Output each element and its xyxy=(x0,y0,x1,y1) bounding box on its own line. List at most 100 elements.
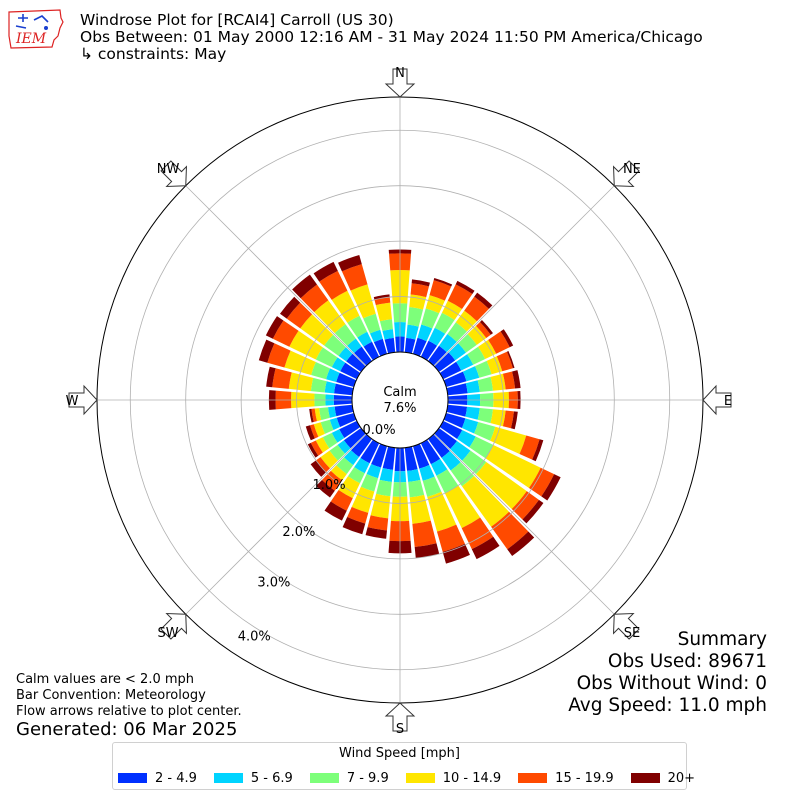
flow-arrow-icon xyxy=(702,384,732,416)
legend-swatch xyxy=(118,773,147,783)
rose-bar-N30-bin4 xyxy=(447,284,473,310)
rose-bar-SE-bin0 xyxy=(428,434,450,458)
rose-bar-W260-bin3 xyxy=(314,408,322,422)
rose-bar-S150-bin3 xyxy=(444,485,481,529)
rose-bar-S190-bin5 xyxy=(365,527,387,539)
rose-bar-N340-bin5 xyxy=(338,255,362,272)
legend-swatch xyxy=(309,773,339,783)
rose-bar-SE-bin5 xyxy=(507,531,535,557)
legend-item: 5 - 6.9 xyxy=(213,771,293,786)
rose-bar-S210-bin0 xyxy=(360,439,380,464)
calm-label: Calm xyxy=(383,385,416,400)
flow-arrow-icon xyxy=(384,68,416,98)
rose-bar-W290-bin1 xyxy=(326,368,340,383)
rose-bar-W310-bin1 xyxy=(338,347,353,362)
rose-bar-S150-bin4 xyxy=(461,517,494,550)
rose-bar-E80-bin5 xyxy=(512,370,521,389)
rose-bar-N330-bin3 xyxy=(331,290,360,323)
calm-note: Calm values are < 2.0 mph xyxy=(16,672,195,687)
rose-bar-S160-bin0 xyxy=(412,443,430,469)
rose-bar-N340-bin2 xyxy=(363,313,381,334)
rose-bar-S190-bin0 xyxy=(382,446,396,470)
rose-bar-S160-bin1 xyxy=(419,464,435,481)
radial-tick-label: 0.0% xyxy=(363,423,396,438)
rose-bar-N40-bin1 xyxy=(439,334,457,353)
legend-label: 5 - 6.9 xyxy=(250,771,293,786)
rose-bar-S170-bin5 xyxy=(414,543,440,559)
rose-bar-SW-bin4 xyxy=(316,457,330,473)
rose-bar-E120-bin5 xyxy=(541,474,561,501)
rose-bar-SE-bin4 xyxy=(491,511,529,550)
rose-bar-S200-bin5 xyxy=(342,517,366,535)
rose-bar-E110-bin4 xyxy=(519,435,540,460)
rose-bar-E70-bin3 xyxy=(486,356,503,375)
rose-bar-N30-bin5 xyxy=(455,280,475,294)
rose-bar-SW-bin5 xyxy=(310,460,326,477)
calm-circle xyxy=(351,351,449,449)
rose-bar-N330-bin2 xyxy=(347,315,368,338)
rose-bar-N40-bin0 xyxy=(428,345,447,366)
compass-label-SW: SW xyxy=(158,626,179,641)
rose-bar-N20-bin1 xyxy=(417,324,433,342)
flow-arrow-icon xyxy=(612,160,640,188)
legend-title: Wind Speed [mph] xyxy=(339,746,460,761)
rose-bar-E130-bin4 xyxy=(511,491,539,520)
flow-arrows-note: Flow arrows relative to plot center. xyxy=(16,704,242,719)
rose-bar-S220-bin5 xyxy=(316,479,335,498)
rose-bar-S170-bin1 xyxy=(407,469,421,482)
radial-tick-label: 4.0% xyxy=(238,629,271,644)
rose-bar-W300-bin3 xyxy=(289,330,323,360)
rose-bar-N350-bin0 xyxy=(384,337,396,354)
flow-arrow-icon xyxy=(384,702,416,732)
legend-item: 20+ xyxy=(630,771,695,786)
rose-bar-S190-bin2 xyxy=(376,479,392,497)
summary-avg-speed: Avg Speed: 11.0 mph xyxy=(568,695,767,716)
rose-bar-E60-bin5 xyxy=(500,329,514,348)
rose-bar-E60-bin2 xyxy=(467,346,486,365)
grid-spoke xyxy=(185,185,367,367)
map-symbol-icon xyxy=(15,14,49,29)
rose-bar-S190-bin1 xyxy=(379,468,394,482)
rose-bar-E120-bin4 xyxy=(528,467,555,497)
rose-bar-W260-bin4 xyxy=(311,408,317,422)
rose-bar-W310-bin2 xyxy=(324,334,346,356)
rose-bar-W300-bin0 xyxy=(340,362,361,380)
rose-bar-E70-bin0 xyxy=(443,371,467,388)
rose-bar-W250-bin5 xyxy=(305,425,315,441)
rose-bar-W260-bin1 xyxy=(327,406,337,418)
rose-bar-SE-bin1 xyxy=(441,451,461,471)
rose-bar-E60-bin4 xyxy=(488,331,510,354)
rose-bar-NW-bin3 xyxy=(314,300,346,334)
rose-bar-N30-bin0 xyxy=(420,340,438,361)
rose-bar-W310-bin4 xyxy=(286,302,313,329)
rose-bar-S150-bin0 xyxy=(420,439,441,465)
radial-tick-label: 2.0% xyxy=(282,525,315,540)
rose-bar-W300-bin5 xyxy=(265,316,284,339)
rose-bar-E60-bin0 xyxy=(439,361,462,380)
rose-bar-N20-bin2 xyxy=(421,308,440,329)
rose-bar-S200-bin3 xyxy=(351,486,375,513)
rose-bar-S160-bin3 xyxy=(427,491,457,532)
compass-label-NE: NE xyxy=(623,162,641,177)
rose-bar-S190-bin4 xyxy=(367,515,389,531)
rose-bar-E120-bin0 xyxy=(439,420,463,439)
compass-label-NW: NW xyxy=(157,162,180,177)
rose-bar-S210-bin2 xyxy=(347,467,365,484)
rose-bar-W240-bin5 xyxy=(307,442,319,458)
rose-bar-W260-bin5 xyxy=(309,408,314,423)
legend-item: 15 - 19.9 xyxy=(518,771,614,786)
rose-bar-W310-bin0 xyxy=(346,353,366,372)
flow-arrow-icon xyxy=(68,384,98,416)
compass-label-SE: SE xyxy=(624,626,640,641)
plot-title: Windrose Plot for [RCAI4] Carroll (US 30… xyxy=(80,11,394,29)
rose-bar-NW-bin5 xyxy=(292,274,317,299)
rose-bar-N340-bin3 xyxy=(350,284,376,319)
rose-bar-W260-bin0 xyxy=(334,404,354,417)
rose-bar-N40-bin4 xyxy=(464,296,489,322)
rose-bar-W290-bin4 xyxy=(267,343,291,368)
rose-bar-N30-bin2 xyxy=(434,312,455,334)
rose-bar-N20-bin3 xyxy=(425,295,445,314)
legend-item: 2 - 4.9 xyxy=(118,771,197,786)
radial-tick-label: 1.0% xyxy=(313,478,346,493)
